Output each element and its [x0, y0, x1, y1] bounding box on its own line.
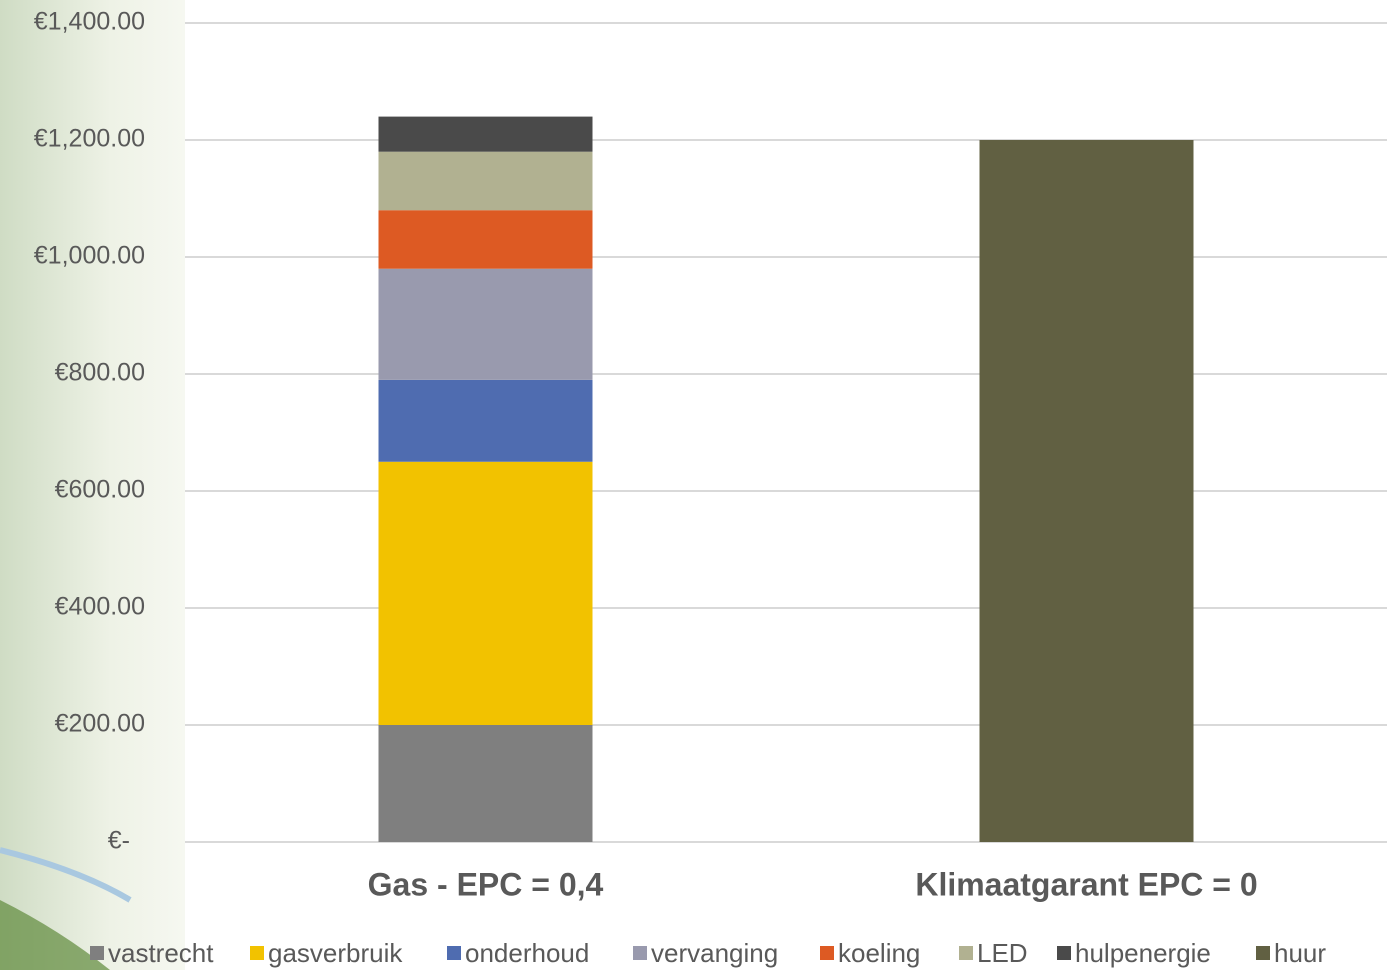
legend-swatch	[633, 946, 647, 960]
legend-swatch	[90, 946, 104, 960]
bar-segment	[378, 725, 593, 842]
bar-segment	[378, 268, 593, 380]
legend-label: vastrecht	[108, 938, 214, 968]
legend-swatch	[820, 946, 834, 960]
bar-segment	[979, 140, 1194, 842]
bar-segment	[378, 116, 593, 152]
y-tick-label: €800.00	[55, 359, 145, 387]
y-tick-label: €400.00	[55, 593, 145, 621]
side-background	[0, 0, 185, 970]
legend-swatch	[447, 946, 461, 960]
y-tick-label: €200.00	[55, 710, 145, 738]
legend-label: vervanging	[651, 938, 778, 968]
legend-label: koeling	[838, 938, 920, 968]
y-tick-label: €1,400.00	[34, 8, 145, 36]
bar-segment	[378, 210, 593, 269]
y-tick-label: €600.00	[55, 476, 145, 504]
legend-label: LED	[977, 938, 1028, 968]
legend-swatch	[250, 946, 264, 960]
decor	[0, 900, 110, 970]
decor	[0, 847, 132, 903]
legend-swatch	[959, 946, 973, 960]
y-tick-label: €1,000.00	[34, 242, 145, 270]
bar-segment	[378, 379, 593, 462]
x-tick-label: Gas - EPC = 0,4	[368, 866, 604, 902]
y-tick-label: €-	[108, 827, 130, 855]
legend-label: huur	[1274, 938, 1326, 968]
y-tick-label: €1,200.00	[34, 125, 145, 153]
bar-segment	[378, 461, 593, 725]
bar-segment	[378, 151, 593, 211]
legend-label: gasverbruik	[268, 938, 403, 968]
legend-label: onderhoud	[465, 938, 589, 968]
legend-swatch	[1256, 946, 1270, 960]
x-tick-label: Klimaatgarant EPC = 0	[915, 866, 1257, 902]
legend-swatch	[1057, 946, 1071, 960]
legend-label: hulpenergie	[1075, 938, 1211, 968]
